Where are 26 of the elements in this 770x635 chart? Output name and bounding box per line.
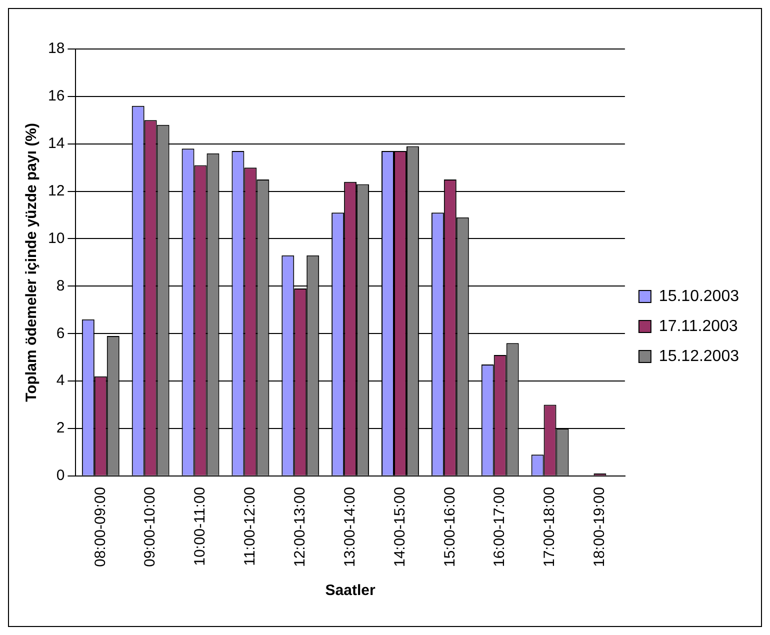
y-tick-label: 16: [48, 88, 65, 105]
x-tick-label: 17:00-18:00: [541, 486, 558, 568]
x-tick-label: 14:00-15:00: [391, 486, 408, 568]
x-tick-label: 12:00-13:00: [292, 486, 309, 568]
x-tick-label: 11:00-12:00: [242, 486, 259, 566]
x-tick-label: 08:00-09:00: [92, 486, 109, 568]
y-axis-title: Toplam ödemeler içinde yüzde payı (%): [23, 122, 40, 402]
y-tick-label: 0: [56, 467, 65, 484]
x-tick-label: 15:00-16:00: [441, 486, 458, 568]
x-tick-label: 13:00-14:00: [341, 486, 358, 568]
y-tick-label: 10: [48, 230, 65, 247]
x-tick-label: 18:00-19:00: [591, 486, 608, 568]
y-tick-label: 12: [48, 182, 65, 200]
x-tick-label: 10:00-11:00: [192, 486, 209, 566]
y-tick-label: 2: [56, 420, 65, 437]
y-tick-label: 18: [48, 40, 65, 58]
y-tick-label: 4: [56, 372, 65, 390]
legend-label: 17.11.2003: [658, 318, 738, 335]
y-tick-label: 6: [56, 324, 65, 342]
legend-label: 15.12.2003: [658, 348, 740, 365]
y-tick-label: 8: [56, 277, 65, 294]
y-tick-label: 14: [48, 135, 65, 152]
x-axis-title: Saatler: [325, 582, 376, 600]
x-tick-label: 16:00-17:00: [491, 486, 508, 568]
x-tick-label: 09:00-10:00: [142, 486, 159, 568]
legend-label: 15.10.2003: [658, 288, 740, 305]
